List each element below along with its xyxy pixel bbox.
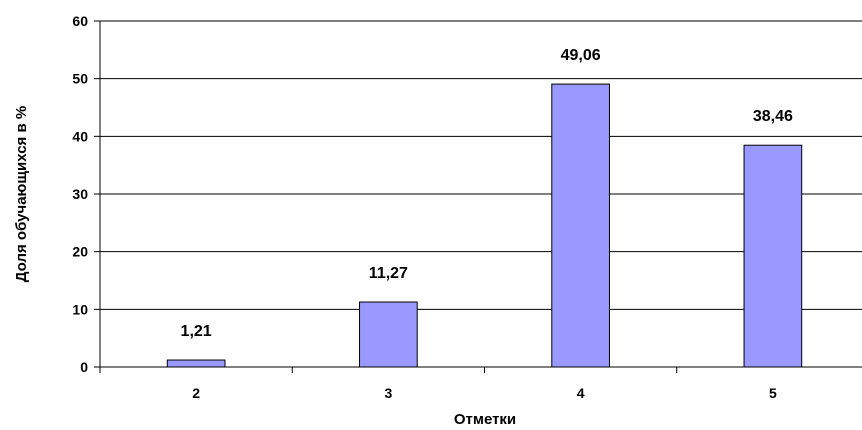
y-tick-label: 60 [72,13,88,29]
data-label: 11,27 [369,265,408,282]
data-label: 38,46 [753,108,793,125]
x-tick-label: 3 [384,385,392,401]
gridlines [100,20,862,310]
y-tick-label: 50 [72,71,88,87]
y-axis-title: Доля обучающихся в % [13,106,30,282]
y-tick-label: 30 [72,186,88,202]
y-tick-label: 0 [80,359,88,375]
x-tick-label: 4 [577,385,585,401]
bar-4 [551,83,610,368]
data-label: 49,06 [561,47,601,64]
x-tick-label: 5 [769,385,777,401]
bar-5 [743,144,803,368]
y-axis-ticks: 0 10 20 30 40 50 60 [72,13,100,375]
x-tick-label: 2 [192,385,200,401]
data-label: 1,21 [181,323,212,340]
x-axis-title: Отметки [454,411,516,428]
y-tick-label: 40 [72,128,88,144]
data-labels: 1,21 11,27 49,06 38,46 [181,47,793,340]
y-tick-label: 10 [72,301,88,317]
x-axis-ticks: 2 3 4 5 [99,367,777,401]
y-tick-label: 20 [72,244,88,260]
bar-3 [359,301,418,368]
bar-2 [166,359,226,368]
bars [166,83,803,368]
